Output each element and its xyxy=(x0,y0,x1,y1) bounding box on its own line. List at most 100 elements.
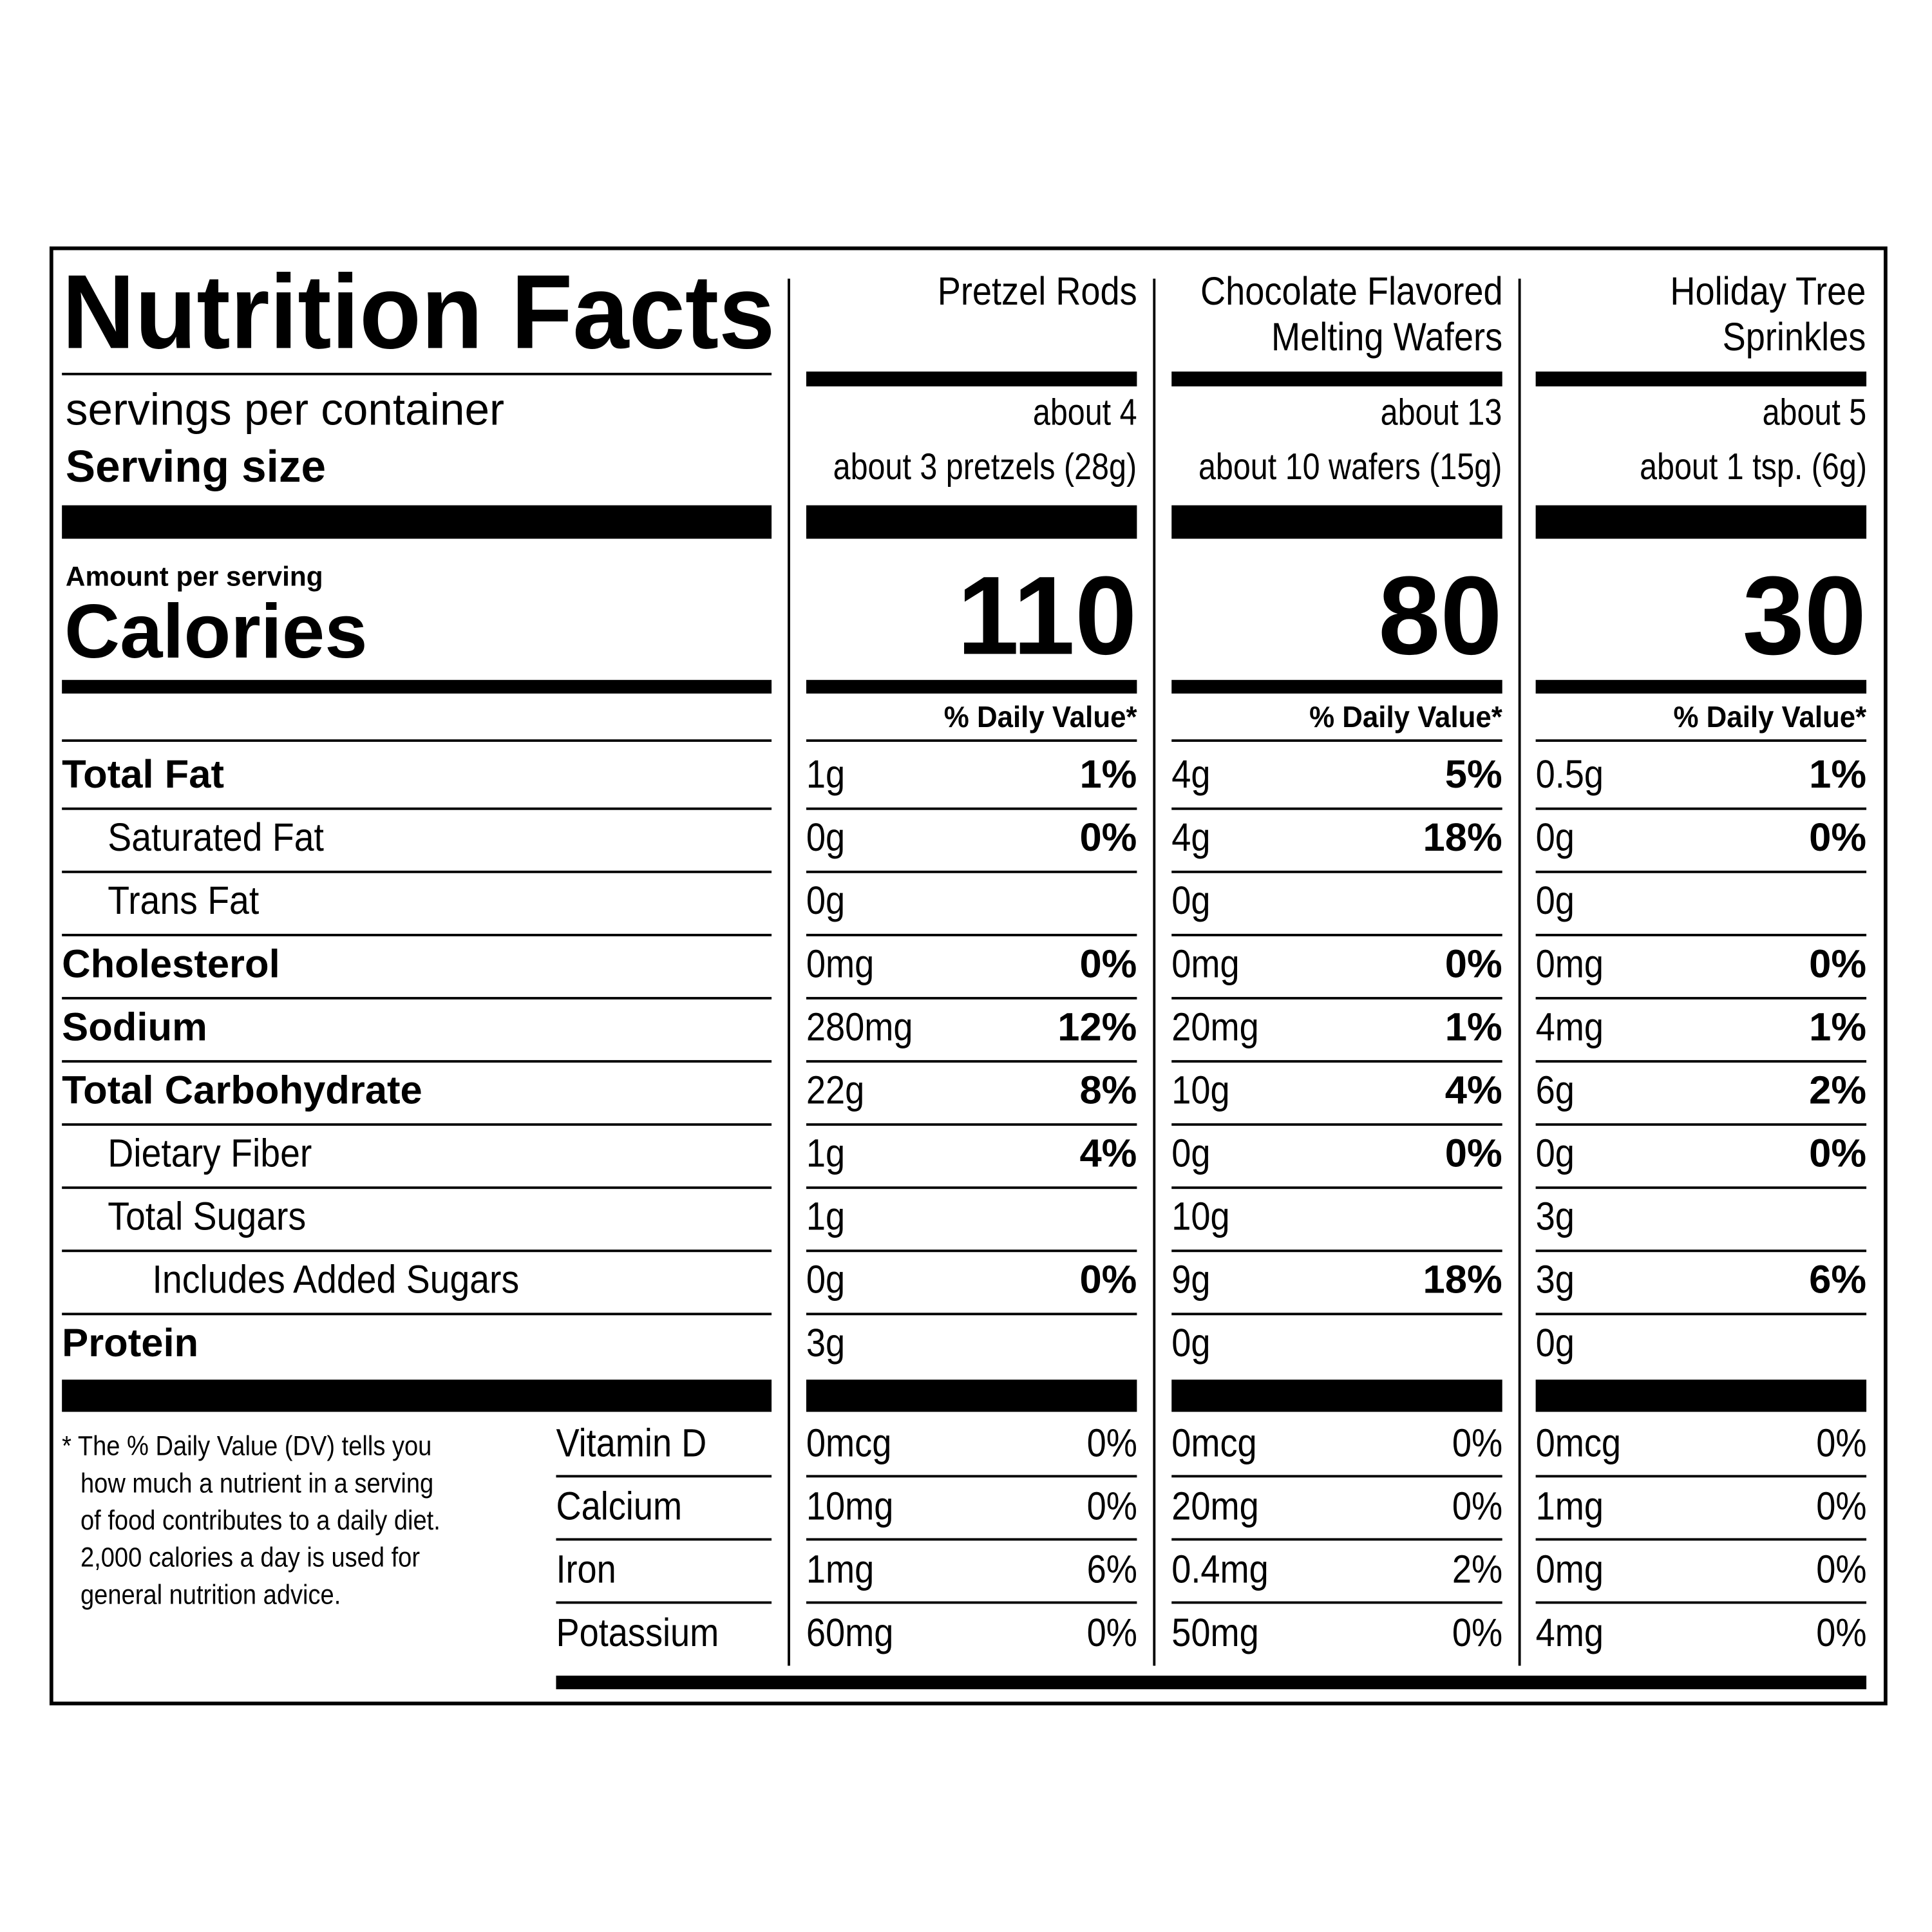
row-rule xyxy=(62,870,772,873)
thin-rule xyxy=(1535,739,1867,741)
row-rule xyxy=(806,1312,1137,1315)
nutrient-dv: 1% xyxy=(1079,752,1137,797)
nutrient-amount: 0g xyxy=(806,878,846,923)
thick-bar xyxy=(1171,1379,1502,1412)
nutrient-dv: 0% xyxy=(1809,941,1867,986)
dv-header: % Daily Value* xyxy=(943,700,1137,734)
row-rule xyxy=(62,934,772,936)
title: Nutrition Facts xyxy=(62,254,775,372)
row-rule xyxy=(1535,870,1867,873)
vitamin-dv: 0% xyxy=(1086,1420,1137,1466)
row-rule xyxy=(1535,1312,1867,1315)
vitamin-dv: 2% xyxy=(1452,1547,1502,1592)
nutrient-amount: 6g xyxy=(1535,1067,1575,1113)
row-rule xyxy=(62,807,772,810)
row-rule xyxy=(806,1249,1137,1252)
nutrient-amount: 0g xyxy=(1535,1130,1575,1176)
medium-bar xyxy=(62,679,772,694)
nutrient-dv: 0% xyxy=(1444,1130,1502,1176)
nutrient-dv: 6% xyxy=(1809,1257,1867,1302)
vitamin-name: Vitamin D xyxy=(556,1420,707,1466)
footnote-line: general nutrition advice. xyxy=(80,1578,341,1610)
product-name: Chocolate Flavored xyxy=(1200,269,1502,314)
row-rule xyxy=(806,934,1137,936)
nutrient-dv: 1% xyxy=(1809,752,1867,797)
nutrient-amount: 0mg xyxy=(806,941,875,986)
bottom-bar xyxy=(556,1675,1867,1690)
thick-bar xyxy=(806,1379,1137,1412)
row-rule xyxy=(806,1186,1137,1189)
nutrient-amount: 0mg xyxy=(1535,941,1604,986)
thin-rule xyxy=(62,739,772,741)
row-rule xyxy=(1171,997,1502,999)
nutrient-dv: 0% xyxy=(1079,1257,1137,1302)
nutrient-dv: 0% xyxy=(1079,941,1137,986)
vitamin-amount: 20mg xyxy=(1171,1483,1259,1529)
row-rule xyxy=(806,1475,1137,1477)
row-rule xyxy=(1535,807,1867,810)
nutrient-amount: 0g xyxy=(1171,878,1211,923)
nutrient-dv: 1% xyxy=(1444,1004,1502,1049)
vitamin-dv: 0% xyxy=(1815,1483,1867,1529)
row-rule xyxy=(1171,1312,1502,1315)
row-rule xyxy=(1171,1123,1502,1126)
nutrient-amount: 0g xyxy=(1535,815,1575,860)
row-rule xyxy=(1535,997,1867,999)
nutrient-dv: 18% xyxy=(1423,815,1502,860)
nutrient-amount: 4g xyxy=(1171,815,1211,860)
row-rule xyxy=(806,1601,1137,1604)
thick-bar xyxy=(62,1379,772,1412)
nutrient-dv: 4% xyxy=(1079,1130,1137,1176)
amount-per-serving: Amount per serving xyxy=(65,560,323,592)
servings-label: servings per container xyxy=(65,383,505,435)
medium-bar xyxy=(806,679,1137,694)
row-rule xyxy=(1535,1601,1867,1604)
row-rule xyxy=(806,1060,1137,1063)
thin-rule xyxy=(62,372,772,375)
row-rule xyxy=(1535,1060,1867,1063)
nutrient-amount: 0g xyxy=(1171,1130,1211,1176)
row-rule xyxy=(1171,1538,1502,1540)
nutrient-name: Protein xyxy=(62,1320,199,1365)
nutrient-dv: 2% xyxy=(1809,1067,1867,1113)
calories-label: Calories xyxy=(64,589,368,676)
vitamin-amount: 50mg xyxy=(1171,1610,1259,1655)
nutrient-amount: 0mg xyxy=(1171,941,1240,986)
vitamin-dv: 6% xyxy=(1086,1547,1137,1592)
servings-value: about 4 xyxy=(1032,392,1137,434)
nutrient-dv: 0% xyxy=(1079,815,1137,860)
thick-bar xyxy=(1535,1379,1867,1412)
row-rule xyxy=(62,1312,772,1315)
nutrient-amount: 1g xyxy=(806,752,846,797)
row-rule xyxy=(556,1601,772,1604)
thick-bar xyxy=(806,505,1137,539)
nutrient-amount: 0g xyxy=(1535,1320,1575,1365)
nutrient-amount: 9g xyxy=(1171,1257,1211,1302)
vitamin-name: Iron xyxy=(556,1547,616,1592)
vitamin-dv: 0% xyxy=(1452,1610,1502,1655)
row-rule xyxy=(1535,1538,1867,1540)
border xyxy=(49,246,1888,1706)
nutrient-amount: 280mg xyxy=(806,1004,913,1049)
footnote-line: how much a nutrient in a serving xyxy=(80,1467,434,1499)
vitamin-name: Potassium xyxy=(556,1610,719,1655)
vitamin-name: Calcium xyxy=(556,1483,683,1529)
row-rule xyxy=(1535,1475,1867,1477)
vitamin-amount: 4mg xyxy=(1535,1610,1604,1655)
nutrient-amount: 4g xyxy=(1171,752,1211,797)
row-rule xyxy=(806,870,1137,873)
nutrient-dv: 5% xyxy=(1444,752,1502,797)
footnote-line: * The % Daily Value (DV) tells you xyxy=(62,1430,432,1461)
product-bar xyxy=(1171,371,1502,386)
nutrient-name: Total Carbohydrate xyxy=(62,1067,422,1113)
nutrient-amount: 1g xyxy=(806,1193,846,1239)
thick-bar xyxy=(62,505,772,539)
row-rule xyxy=(62,1060,772,1063)
footnote-line: 2,000 calories a day is used for xyxy=(80,1541,421,1573)
product-name: Sprinkles xyxy=(1723,314,1867,359)
row-rule xyxy=(1171,1475,1502,1477)
vitamin-amount: 1mg xyxy=(806,1547,875,1592)
nutrient-dv: 4% xyxy=(1444,1067,1502,1113)
nutrient-amount: 0.5g xyxy=(1535,752,1604,797)
